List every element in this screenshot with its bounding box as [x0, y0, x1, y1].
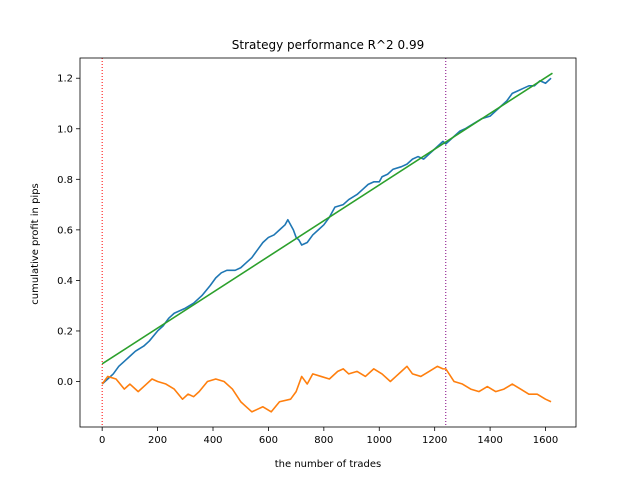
- x-tick-label: 800: [314, 435, 333, 446]
- x-tick-label: 600: [259, 435, 278, 446]
- axes-frame: [79, 57, 577, 428]
- series-line-2: [101, 365, 552, 413]
- y-tick-label: 0.8: [57, 175, 73, 186]
- x-tick-label: 1600: [533, 435, 558, 446]
- y-tick-label: 0.6: [57, 225, 73, 236]
- x-tick-label: 1000: [367, 435, 392, 446]
- y-tick-label: 0.0: [57, 377, 73, 388]
- x-tick-label: 200: [148, 435, 167, 446]
- x-axis-title: the number of trades: [275, 459, 381, 470]
- y-axis-title: cumulative profit in pips: [30, 183, 41, 305]
- y-tick-label: 1.2: [57, 74, 73, 85]
- x-tick-label: 0: [99, 435, 105, 446]
- series-line-3: [101, 72, 553, 365]
- y-tick-label: 0.2: [57, 326, 73, 337]
- x-tick-label: 400: [203, 435, 222, 446]
- y-tick-label: 1.0: [57, 124, 73, 135]
- x-tick-label: 1400: [477, 435, 502, 446]
- plot-area: 0 200 400 600 800 1000 1200 1400 1600 0.0 0.2 0.4 0.…: [57, 57, 577, 446]
- x-tick-label: 1200: [422, 435, 447, 446]
- chart-title: Strategy performance R^2 0.99: [232, 38, 424, 52]
- y-tick-label: 0.4: [57, 276, 73, 287]
